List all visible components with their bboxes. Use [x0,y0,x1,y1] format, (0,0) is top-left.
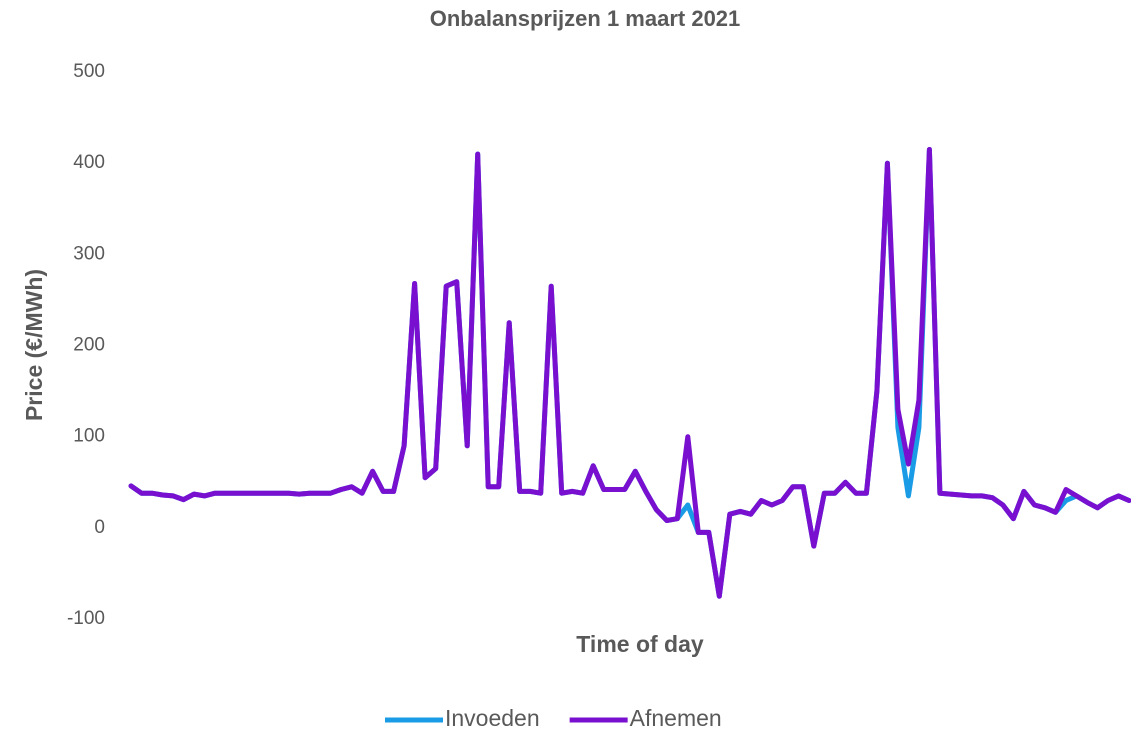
y-tick-label: 300 [73,243,105,264]
y-tick-label: 0 [94,517,105,538]
line-series [128,147,1131,599]
y-tick-label: 200 [73,335,105,356]
x-axis-title: Time of day [576,631,704,657]
y-tick-label: 400 [73,152,105,173]
y-tick-label: 100 [73,426,105,447]
y-axis-title: Price (€/MWh) [21,269,47,421]
legend-label: Invoeden [445,705,540,731]
y-tick-label: 500 [73,61,105,82]
line-series [128,147,1131,599]
y-tick-label: -100 [67,608,105,629]
legend-label: Afnemen [630,705,722,731]
chart-title: Onbalansprijzen 1 maart 2021 [430,6,741,31]
